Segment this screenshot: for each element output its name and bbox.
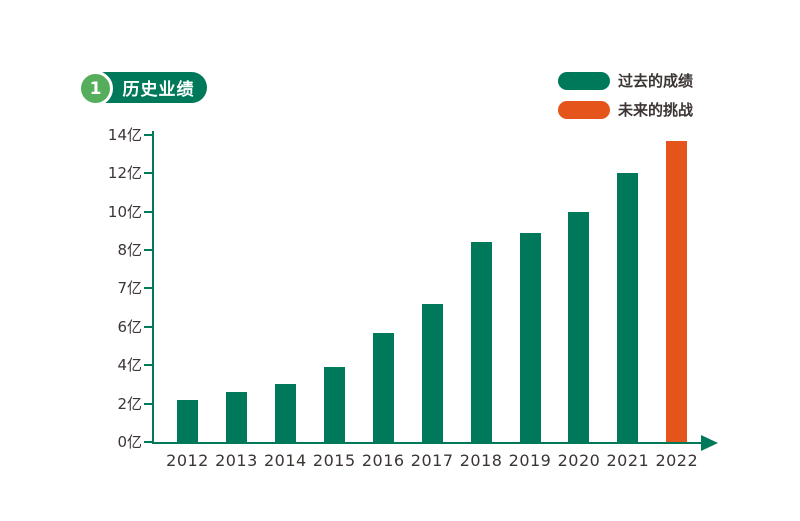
bar-2014: [274, 384, 296, 442]
y-axis-label: 2亿: [117, 394, 142, 413]
bar-2018: [470, 242, 492, 442]
bar-2016: [372, 332, 394, 442]
x-axis: [152, 442, 704, 444]
section-number-badge: 1: [78, 71, 113, 106]
bar-2019: [519, 232, 541, 442]
y-axis-tick: [144, 172, 153, 175]
legend-swatch: [558, 72, 610, 90]
x-axis-label: 2015: [312, 451, 356, 470]
y-axis-label: 10亿: [107, 202, 142, 221]
legend-item: 过去的成绩: [558, 72, 693, 90]
y-axis-label: 7亿: [117, 279, 142, 298]
chart-legend: 过去的成绩未来的挑战: [558, 72, 693, 130]
y-axis-label: 12亿: [107, 164, 142, 183]
legend-label: 过去的成绩: [618, 72, 694, 90]
x-axis-label: 2012: [166, 451, 209, 470]
x-axis-arrow-icon: [701, 435, 718, 451]
x-axis-label: 2021: [606, 451, 650, 470]
bar-2021: [617, 173, 639, 442]
bar-2020: [568, 211, 590, 442]
x-axis-label: 2022: [655, 451, 699, 470]
bar-2015: [323, 367, 345, 442]
bar-2022: [666, 140, 688, 442]
y-axis-tick: [144, 133, 153, 136]
y-axis-label: 0亿: [117, 433, 142, 451]
bar-2012: [177, 399, 198, 442]
x-axis-label: 2020: [557, 451, 601, 470]
y-axis-label: 6亿: [117, 317, 142, 336]
x-axis-label: 2019: [508, 451, 552, 470]
y-axis-label: 8亿: [117, 241, 142, 259]
y-axis-tick: [144, 364, 153, 367]
y-axis-label: 14亿: [107, 125, 142, 144]
x-axis-label: 2016: [361, 451, 405, 470]
y-axis-tick: [144, 402, 153, 405]
y-axis-tick: [144, 287, 153, 290]
y-axis-tick: [144, 249, 153, 251]
bar-2017: [421, 303, 443, 442]
y-axis: [152, 131, 154, 444]
y-axis-tick: [144, 441, 153, 443]
x-axis-label: 2018: [459, 451, 503, 470]
section-title: 历史业绩: [122, 80, 195, 100]
y-axis-tick: [144, 325, 153, 328]
legend-swatch: [558, 101, 610, 119]
legend-label: 未来的挑战: [618, 101, 694, 119]
y-axis-label: 4亿: [117, 356, 142, 375]
x-axis-label: 2017: [410, 451, 454, 470]
y-axis-tick: [144, 210, 153, 213]
bar-2013: [225, 392, 247, 442]
section-number: 1: [89, 78, 102, 99]
x-axis-label: 2013: [215, 451, 258, 470]
legend-item: 未来的挑战: [558, 101, 693, 119]
x-axis-label: 2014: [264, 451, 307, 470]
